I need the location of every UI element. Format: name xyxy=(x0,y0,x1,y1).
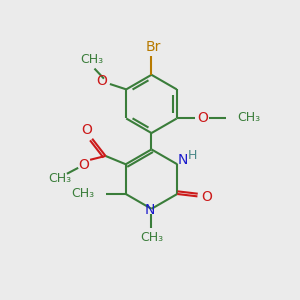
Text: N: N xyxy=(145,203,155,217)
Text: O: O xyxy=(81,123,92,137)
Text: CH₃: CH₃ xyxy=(48,172,71,185)
Text: Br: Br xyxy=(145,40,161,55)
Text: CH₃: CH₃ xyxy=(140,231,163,244)
Text: CH₃: CH₃ xyxy=(238,111,261,124)
Text: O: O xyxy=(78,158,89,172)
Text: H: H xyxy=(188,149,197,162)
Text: CH₃: CH₃ xyxy=(71,188,94,200)
Text: N: N xyxy=(177,153,188,167)
Text: O: O xyxy=(96,74,107,88)
Text: CH₃: CH₃ xyxy=(80,52,103,66)
Text: O: O xyxy=(202,190,212,204)
Text: O: O xyxy=(197,111,208,124)
